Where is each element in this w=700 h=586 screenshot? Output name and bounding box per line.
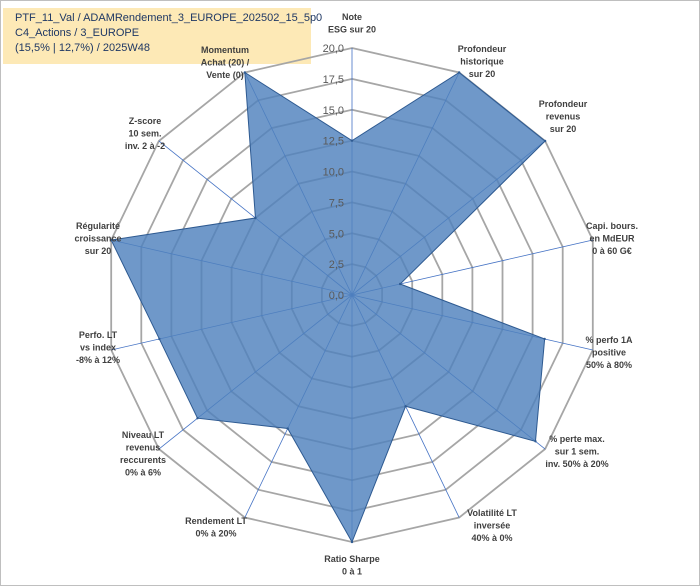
axis-label-line: % perfo 1A xyxy=(585,335,633,345)
data-point-9 xyxy=(196,417,199,420)
axis-label-11: Régularité croissance sur 20 xyxy=(74,221,121,256)
tick-label-2: 5,0 xyxy=(329,228,344,240)
tick-label-6: 15,0 xyxy=(323,105,344,117)
axis-label-8: Rendement LT 0% à 20% xyxy=(185,516,247,539)
axis-label-line: reccurents xyxy=(120,455,166,465)
axis-label-3: Capi. bours. en MdEUR 0 à 60 G€ xyxy=(586,221,638,256)
axis-label-5: % perte max. sur 1 sem. inv. 50% à 20% xyxy=(545,434,608,469)
axis-label-line: ESG sur 20 xyxy=(328,25,376,35)
data-point-8 xyxy=(286,427,289,430)
axis-label-line: Note xyxy=(342,12,362,22)
chart-title-box: PTF_11_Val / ADAMRendement_3_EUROPE_2025… xyxy=(3,8,322,64)
axis-label-line: % perte max. xyxy=(549,434,605,444)
chart-title-line-1: PTF_11_Val / ADAMRendement_3_EUROPE_2025… xyxy=(15,12,323,24)
data-point-0 xyxy=(350,139,354,142)
tick-label-4: 10,0 xyxy=(323,167,344,179)
radar-axis-labels: Note ESG sur 20 Profondeur historique sur 20… xyxy=(74,12,638,577)
axis-label-line: Vente (0) xyxy=(206,70,244,80)
data-point-13 xyxy=(243,71,247,74)
data-point-2 xyxy=(543,139,547,143)
axis-label-line: 0% à 6% xyxy=(125,468,161,478)
tick-label-0: 0,0 xyxy=(329,290,344,302)
axis-label-line: positive xyxy=(592,348,626,358)
axis-label-line: sur 1 sem. xyxy=(555,447,600,457)
axis-label-line: Z-score xyxy=(129,116,162,126)
tick-label-3: 7,5 xyxy=(329,197,344,209)
axis-label-line: en MdEUR xyxy=(590,234,636,244)
data-point-1 xyxy=(457,71,461,74)
data-point-10 xyxy=(158,337,161,341)
data-point-11 xyxy=(109,238,113,242)
data-point-6 xyxy=(404,405,407,408)
axis-label-line: revenus xyxy=(546,112,581,122)
data-point-3 xyxy=(398,282,402,286)
axis-label-line: 0 à 1 xyxy=(342,567,362,577)
axis-label-line: inversée xyxy=(474,521,511,531)
momentum-highlight xyxy=(192,44,258,56)
data-point-5 xyxy=(534,440,537,443)
axis-label-line: inv. 2 à -2 xyxy=(125,141,165,151)
radar-series xyxy=(109,71,547,544)
axis-label-0: Note ESG sur 20 xyxy=(328,12,376,35)
axis-label-line: Achat (20) / xyxy=(201,58,250,68)
axis-label-line: Rendement LT xyxy=(185,516,247,526)
axis-label-9: Niveau LT revenus reccurents 0% à 6% xyxy=(120,430,166,478)
axis-label-line: vs index xyxy=(80,343,116,353)
data-point-7 xyxy=(350,540,354,544)
axis-label-10: Perfo. LT vs index -8% à 12% xyxy=(76,330,120,365)
axis-label-line: 0% à 20% xyxy=(195,529,236,539)
data-point-12 xyxy=(254,216,257,220)
axis-label-line: 40% à 0% xyxy=(471,533,512,543)
axis-label-line: Momentum xyxy=(201,45,249,55)
axis-label-line: -8% à 12% xyxy=(76,355,120,365)
axis-label-line: croissance xyxy=(74,234,121,244)
axis-label-line: Perfo. LT xyxy=(79,330,118,340)
axis-label-line: 10 sem. xyxy=(128,129,161,139)
axis-label-line: revenus xyxy=(126,443,161,453)
tick-label-5: 12,5 xyxy=(323,136,344,148)
axis-label-13: Momentum Achat (20) / Vente (0) xyxy=(192,44,258,80)
axis-label-line: inv. 50% à 20% xyxy=(545,459,608,469)
axis-label-6: Volatilité LT inversée 40% à 0% xyxy=(467,508,517,543)
axis-label-line: 0 à 60 G€ xyxy=(592,246,632,256)
axis-label-line: Capi. bours. xyxy=(586,221,638,231)
axis-label-line: Ratio Sharpe xyxy=(324,554,380,564)
data-point-4 xyxy=(543,337,546,341)
axis-label-line: Volatilité LT xyxy=(467,508,517,518)
axis-label-2: Profondeur revenus sur 20 xyxy=(539,99,588,134)
axis-label-line: Régularité xyxy=(76,221,120,231)
chart-title-line-2: C4_Actions / 3_EUROPE xyxy=(15,27,140,39)
axis-label-1: Profondeur historique sur 20 xyxy=(458,44,507,79)
chart-title-line-3: (15,5% | 12,7%) / 2025W48 xyxy=(15,42,150,54)
axis-label-line: Profondeur xyxy=(458,44,507,54)
axis-label-4: % perfo 1A positive 50% à 80% xyxy=(585,335,633,370)
tick-label-8: 20,0 xyxy=(323,43,344,55)
radar-tick-labels: 0,0 2,5 5,0 7,5 10,0 12,5 15,0 17,5 20,0 xyxy=(323,43,344,302)
axis-label-7: Ratio Sharpe 0 à 1 xyxy=(324,554,380,577)
axis-label-line: Niveau LT xyxy=(122,430,165,440)
axis-label-12: Z-score 10 sem. inv. 2 à -2 xyxy=(125,116,165,151)
axis-label-line: 50% à 80% xyxy=(586,360,632,370)
tick-label-1: 2,5 xyxy=(329,259,344,271)
axis-label-line: sur 20 xyxy=(550,124,577,134)
tick-label-7: 17,5 xyxy=(323,74,344,86)
axis-label-line: sur 20 xyxy=(85,246,112,256)
axis-label-line: Profondeur xyxy=(539,99,588,109)
axis-label-line: historique xyxy=(460,57,504,67)
axis-label-line: sur 20 xyxy=(469,69,496,79)
